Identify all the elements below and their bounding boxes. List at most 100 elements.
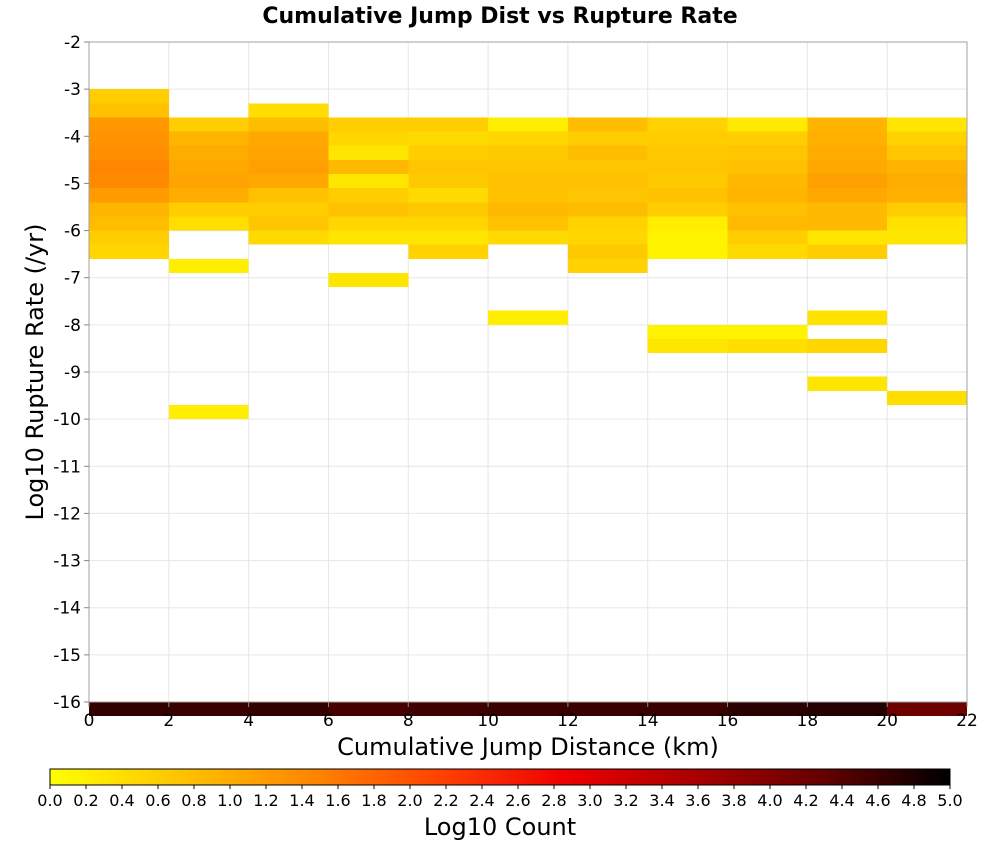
x-axis-ticks: 0 2 4 6 8 10 12 14 16 18 20 22 [84,702,978,731]
heatmap-cell [168,145,249,160]
heatmap-cell [807,702,888,717]
y-tick-label: -2 [64,33,81,53]
heatmap-cell [328,188,409,203]
heatmap-cell [647,117,728,132]
y-tick-label: -16 [53,693,81,713]
heatmap-cell [887,174,967,189]
colorbar-tick-label: 4.4 [829,791,854,810]
heatmap-cell [328,174,409,189]
heatmap-cell [408,230,489,245]
heatmap-cell [248,174,329,189]
heatmap-cell [887,202,967,217]
heatmap-cell [248,230,329,245]
colorbar-label: Log10 Count [424,813,576,841]
heatmap-cell [567,145,648,160]
heatmap-cell [168,159,249,174]
heatmap-cell [727,216,808,231]
heatmap-cell [727,244,808,259]
heatmap-cell [647,188,728,203]
heatmap-cell [567,117,648,132]
heatmap-cell [807,202,888,217]
heatmap-cell [887,216,967,231]
heatmap-cell [408,702,489,717]
heatmap-cell [248,216,329,231]
heatmap-cell [567,202,648,217]
heatmap-cell [328,702,409,717]
colorbar-tick-label: 3.0 [577,791,602,810]
colorbar [49,768,951,786]
heatmap-cell [727,131,808,146]
x-tick-label: 22 [956,711,978,731]
heatmap-cell [89,159,169,174]
heatmap-cell [168,405,249,420]
heatmap-cell [488,174,568,189]
colorbar-tick-label: 3.8 [721,791,746,810]
heatmap-cell [727,117,808,132]
heatmap-cell [727,202,808,217]
heatmap-cell [807,159,888,174]
y-tick-label: -5 [64,174,81,194]
heatmap-cell [328,273,409,288]
heatmap-cell [408,188,489,203]
heatmap-cell [248,131,329,146]
heatmap-cell [328,159,409,174]
y-tick-label: -10 [53,410,81,430]
heatmap-cell [89,244,169,259]
heatmap-cell [408,174,489,189]
heatmap-cell [647,230,728,245]
y-tick-label: -9 [64,363,81,383]
heatmap-cell [168,174,249,189]
colorbar-tick-label: 3.2 [613,791,638,810]
x-tick-label: 8 [403,711,414,731]
heatmap-cell [887,131,967,146]
colorbar-tick-label: 0.8 [181,791,206,810]
colorbar-tick-label: 1.0 [217,791,242,810]
heatmap-cell [647,702,728,717]
heatmap-cell [408,117,489,132]
colorbar-tick-label: 2.8 [541,791,566,810]
heatmap-cell [328,131,409,146]
heatmap-cell [328,145,409,160]
x-tick-label: 12 [557,711,579,731]
heatmap-cell [408,202,489,217]
heatmap-cell [168,188,249,203]
heatmap-cell [727,230,808,245]
heatmap-cell [647,216,728,231]
colorbar-tick-label: 2.4 [469,791,494,810]
x-tick-label: 20 [876,711,898,731]
heatmap-cell [488,202,568,217]
heatmap-cell [248,103,329,118]
heatmap-cell [887,145,967,160]
heatmap-cell [408,131,489,146]
colorbar-tick-label: 2.2 [433,791,458,810]
heatmap-cell [567,258,648,273]
chart-title: Cumulative Jump Dist vs Rupture Rate [262,4,737,29]
y-tick-label: -13 [53,552,81,572]
heatmap-cell [89,230,169,245]
x-tick-label: 16 [717,711,739,731]
heatmap-cell [488,188,568,203]
colorbar-tick-label: 1.2 [253,791,278,810]
heatmap-cell [168,131,249,146]
heatmap-cell [887,390,967,405]
heatmap-cell [567,159,648,174]
y-tick-label: -3 [64,80,81,100]
heatmap-cell [567,188,648,203]
heatmap-cell [408,216,489,231]
heatmap-cell [807,216,888,231]
heatmap-cell [89,89,169,104]
heatmap-cell [887,159,967,174]
heatmap-cell [647,174,728,189]
heatmap-cell [488,216,568,231]
heatmap-cell [168,702,249,717]
heatmap-cell [89,103,169,118]
heatmap-cell [887,117,967,132]
colorbar-tick-label: 5.0 [937,791,962,810]
heatmap-cell [647,145,728,160]
colorbar-tick-label: 3.6 [685,791,710,810]
colorbar-tick-label: 4.2 [793,791,818,810]
heatmap-cell [328,117,409,132]
heatmap-cell [89,702,169,717]
heatmap-cell [89,174,169,189]
y-axis-ticks: -2 -3 -4 -5 -6 -7 -8 -9 -10 -11 -12 -13 -14 -15 -16 [53,33,89,713]
